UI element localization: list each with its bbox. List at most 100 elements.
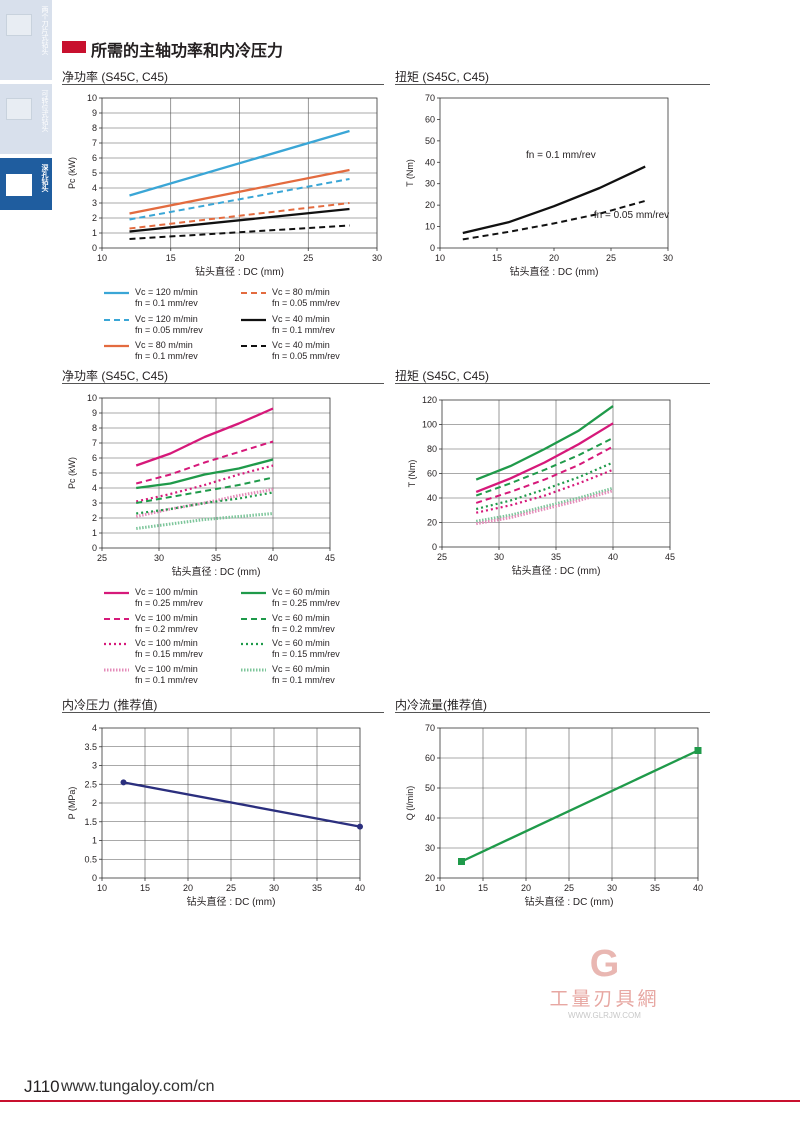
- x-tick-label: 10: [435, 253, 445, 263]
- panel-title-torque-2: 扭矩 (S45C, C45): [395, 369, 490, 383]
- y-tick-label: 10: [425, 222, 435, 232]
- y-tick-label: 1.5: [84, 817, 97, 827]
- x-tick-label: 15: [140, 883, 150, 893]
- series-line-0: [475, 405, 614, 481]
- y-tick-label: 4: [92, 183, 97, 193]
- series-line-4: [475, 461, 614, 511]
- x-tick-label: 45: [325, 553, 335, 563]
- legend-item: Vc = 60 m/min fn = 0.25 mm/rev: [240, 587, 390, 611]
- legend-label-line2: fn = 0.1 mm/rev: [135, 298, 198, 308]
- x-tick-label: 15: [166, 253, 176, 263]
- legend-swatch: [241, 591, 266, 595]
- x-tick-label: 40: [268, 553, 278, 563]
- legend-swatch: [241, 345, 266, 347]
- watermark-text: 工量刃具網: [549, 989, 660, 1010]
- legend-swatch: [241, 668, 266, 671]
- legend-label-line2: fn = 0.1 mm/rev: [135, 351, 198, 361]
- series-line-5: [475, 468, 614, 514]
- x-tick-label: 15: [492, 253, 502, 263]
- y-axis-label: Q (l/min): [405, 786, 415, 821]
- y-tick-label: 80: [427, 444, 437, 454]
- y-tick-label: 1: [92, 528, 97, 538]
- series-line-0: [135, 407, 274, 467]
- y-axis-label: P (MPa): [67, 787, 77, 820]
- y-tick-label: 9: [92, 108, 97, 118]
- legend-label-line1: Vc = 60 m/min: [272, 587, 330, 597]
- y-tick-label: 60: [427, 469, 437, 479]
- series-line-3: [475, 445, 614, 504]
- y-tick-label: 60: [425, 753, 435, 763]
- x-tick-label: 30: [607, 883, 617, 893]
- side-tab-two-insert-drill[interactable]: 两个刀片式钻头: [0, 0, 52, 80]
- y-tick-label: 60: [425, 114, 435, 124]
- legend-item: Vc = 80 m/min fn = 0.1 mm/rev: [103, 340, 253, 364]
- legend-label-line2: fn = 0.15 mm/rev: [135, 649, 203, 659]
- legend-label-line2: fn = 0.05 mm/rev: [272, 298, 340, 308]
- legend-label-line1: Vc = 100 m/min: [135, 638, 198, 648]
- x-tick-label: 35: [650, 883, 660, 893]
- side-tab-indexable-drill[interactable]: 可转位式钻头: [0, 84, 52, 154]
- series-line-0: [129, 129, 350, 197]
- x-tick-label: 35: [551, 552, 561, 562]
- legend-swatch: [241, 292, 266, 294]
- y-tick-label: 40: [425, 813, 435, 823]
- x-axis-label: 钻头直径 : DC (mm): [172, 565, 261, 578]
- series-line-3: [129, 202, 350, 230]
- legend-label-line1: Vc = 100 m/min: [135, 587, 198, 597]
- page-number: J110: [24, 1077, 60, 1096]
- x-tick-label: 10: [435, 883, 445, 893]
- y-tick-label: 3: [92, 198, 97, 208]
- x-axis-label: 钻头直径 : DC (mm): [510, 265, 599, 278]
- legend-label-line2: fn = 0.1 mm/rev: [135, 674, 198, 685]
- y-tick-label: 70: [425, 93, 435, 103]
- x-axis-label: 钻头直径 : DC (mm): [195, 265, 284, 278]
- panel-title-torque-1: 扭矩 (S45C, C45): [395, 70, 490, 84]
- x-tick-label: 45: [665, 552, 675, 562]
- y-tick-label: 10: [87, 393, 97, 403]
- panel-rule: [395, 383, 710, 384]
- y-tick-label: 7: [92, 138, 97, 148]
- coolant-pressure-chart: 10 15 20 25 30 35 40 0 0.5 1 1.5 2 2.5 3 3.5 4 钻头直径 : DC…: [67, 723, 365, 908]
- panel-rule: [62, 383, 384, 384]
- y-tick-label: 10: [87, 93, 97, 103]
- series-line-0: [461, 749, 699, 863]
- annotation-0: fn = 0.1 mm/rev: [526, 150, 596, 161]
- x-tick-label: 20: [521, 883, 531, 893]
- y-tick-label: 0: [430, 243, 435, 253]
- y-axis-label: T (Nm): [407, 460, 417, 488]
- x-tick-label: 25: [97, 553, 107, 563]
- legend-label-line2: fn = 0.05 mm/rev: [272, 351, 340, 361]
- legend-label-line2: fn = 0.1 mm/rev: [272, 674, 335, 685]
- legend-swatch: [104, 344, 129, 348]
- legend-item: Vc = 40 m/min fn = 0.05 mm/rev: [240, 340, 390, 364]
- x-tick-label: 20: [183, 883, 193, 893]
- coolant-flow-chart: 10 15 20 25 30 35 40 20 30 40 50 60 70 钻头直径 : DC (mm)…: [405, 723, 703, 908]
- x-tick-label: 25: [437, 552, 447, 562]
- y-tick-label: 6: [92, 153, 97, 163]
- y-axis-label: T (Nm): [405, 159, 415, 187]
- legend-item: Vc = 120 m/min fn = 0.1 mm/rev: [103, 287, 253, 311]
- legend-label-line1: Vc = 80 m/min: [272, 287, 330, 297]
- legend-item: Vc = 60 m/min fn = 0.1 mm/rev: [240, 664, 390, 688]
- annotation-1: fn = 0.05 mm/rev: [594, 210, 669, 221]
- side-tab-label: 深孔钻头: [41, 164, 48, 192]
- torque-chart-2: 25 30 35 40 45 0 20 40 60 80 100 120 钻头直径 : DC (mm) T…: [407, 395, 675, 577]
- y-tick-label: 40: [427, 493, 437, 503]
- series-line-5: [129, 224, 350, 240]
- panel-rule: [62, 712, 384, 713]
- watermark-url: WWW.GLRJW.COM: [568, 1011, 641, 1020]
- footer-rule: [0, 1100, 800, 1102]
- y-tick-label: 9: [92, 408, 97, 418]
- x-tick-label: 35: [312, 883, 322, 893]
- legend-swatch: [241, 617, 266, 620]
- footer-url[interactable]: www.tungaloy.com/cn: [61, 1078, 215, 1095]
- side-tab-deep-hole-drill[interactable]: 深孔钻头: [0, 158, 52, 210]
- y-tick-label: 0.5: [84, 854, 97, 864]
- legend-swatch: [104, 291, 129, 295]
- legend-label-line2: fn = 0.25 mm/rev: [272, 598, 340, 608]
- series-line-6: [136, 491, 274, 515]
- y-axis-label: Pc (kW): [67, 157, 77, 189]
- legend-swatch: [104, 591, 129, 595]
- y-tick-label: 50: [425, 783, 435, 793]
